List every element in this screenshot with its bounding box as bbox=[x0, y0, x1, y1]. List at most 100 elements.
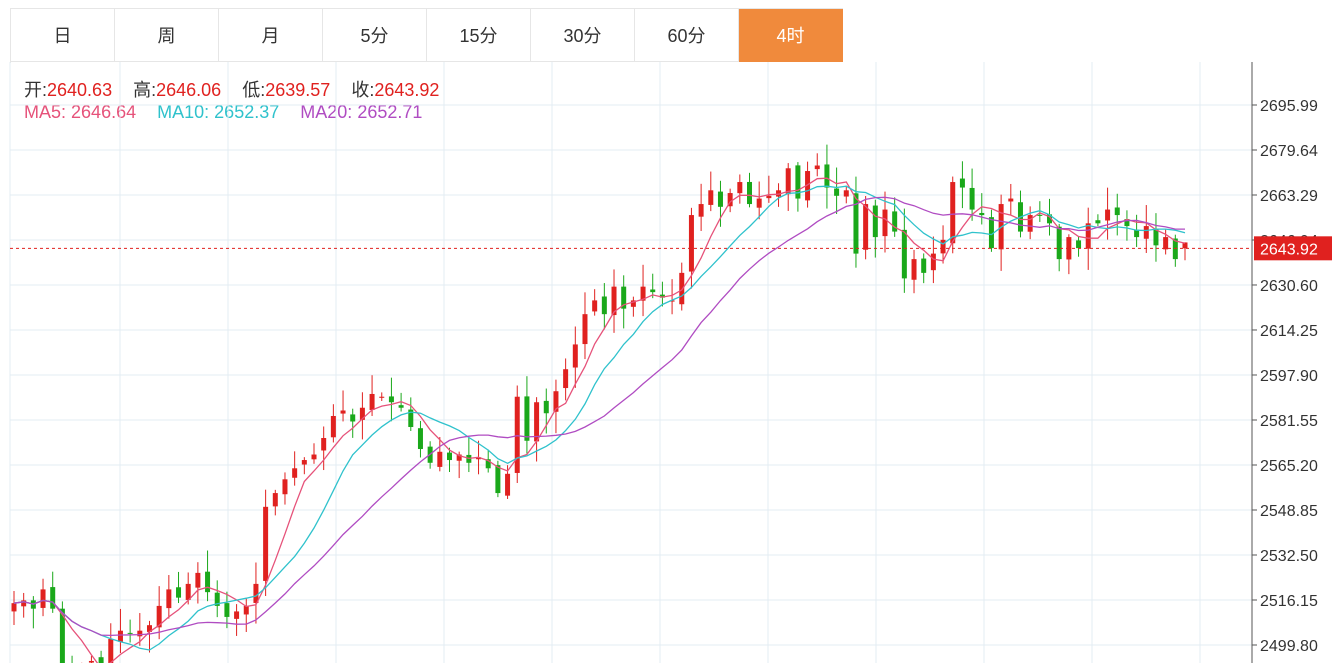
y-tick-label: 2663.29 bbox=[1260, 188, 1318, 205]
tab-2[interactable]: 月 bbox=[219, 9, 323, 62]
ohlc-readout: 开:2640.63 高:2646.06 低:2639.57 收:2643.92 bbox=[24, 76, 439, 102]
candle-body bbox=[243, 605, 249, 615]
ma20-label: MA20: bbox=[300, 102, 353, 122]
tab-5[interactable]: 30分 bbox=[531, 9, 635, 62]
tab-7[interactable]: 4时 bbox=[739, 9, 843, 62]
candle-body bbox=[224, 603, 230, 617]
y-tick-label: 2695.99 bbox=[1260, 98, 1318, 115]
y-tick-label: 2630.60 bbox=[1260, 278, 1318, 295]
candle-body bbox=[785, 168, 791, 195]
candle-body bbox=[901, 229, 907, 279]
candle-body bbox=[805, 171, 811, 201]
y-tick-label: 2565.20 bbox=[1260, 458, 1318, 475]
tab-0[interactable]: 日 bbox=[11, 9, 115, 62]
candle-body bbox=[872, 205, 878, 238]
candle-body bbox=[446, 452, 452, 461]
candle-body bbox=[630, 300, 636, 307]
candle-body bbox=[476, 457, 482, 460]
tab-1[interactable]: 周 bbox=[115, 9, 219, 62]
candle-body bbox=[534, 402, 540, 442]
low-value: 2639.57 bbox=[265, 80, 331, 100]
candle-body bbox=[1056, 226, 1062, 260]
candle-body bbox=[572, 344, 578, 368]
candle-body bbox=[417, 428, 423, 450]
close-value: 2643.92 bbox=[374, 80, 440, 100]
candle-body bbox=[1153, 229, 1159, 246]
y-tick-label: 2548.85 bbox=[1260, 503, 1318, 520]
candle-body bbox=[253, 583, 259, 603]
candle-body bbox=[1114, 207, 1120, 216]
candle-body bbox=[708, 190, 714, 205]
candle-body bbox=[485, 459, 491, 469]
y-tick-label: 2679.64 bbox=[1260, 143, 1318, 160]
y-tick-label: 2499.80 bbox=[1260, 638, 1318, 655]
ma10-label: MA10: bbox=[157, 102, 210, 122]
candle-body bbox=[979, 212, 985, 216]
candle-body bbox=[543, 400, 549, 414]
candle-body bbox=[1163, 237, 1169, 250]
candle-body bbox=[185, 583, 191, 600]
candle-body bbox=[930, 253, 936, 271]
candle-body bbox=[650, 289, 656, 293]
candle-body bbox=[921, 258, 927, 273]
candle-body bbox=[940, 239, 946, 254]
ma10-line bbox=[13, 185, 1186, 651]
tab-3[interactable]: 5分 bbox=[323, 9, 427, 62]
candle-body bbox=[582, 314, 588, 345]
candle-body bbox=[359, 407, 365, 420]
candle-body bbox=[611, 286, 617, 316]
low-label: 低: bbox=[242, 80, 266, 100]
last-price-label: 2643.92 bbox=[1260, 241, 1318, 258]
candle-body bbox=[679, 272, 685, 305]
candle-body bbox=[747, 181, 753, 205]
candle-body bbox=[911, 259, 917, 280]
y-tick-label: 2614.25 bbox=[1260, 323, 1318, 340]
high-label: 高: bbox=[133, 80, 157, 100]
candle-body bbox=[1105, 209, 1111, 221]
candle-body bbox=[98, 657, 104, 663]
candle-body bbox=[214, 592, 220, 606]
candle-body bbox=[321, 438, 327, 451]
candle-body bbox=[282, 479, 288, 495]
candle-body bbox=[776, 190, 782, 197]
last-price-badge bbox=[1254, 236, 1332, 261]
candle-body bbox=[176, 587, 182, 598]
candle-body bbox=[514, 396, 520, 473]
candle-body bbox=[263, 506, 269, 581]
candle-body bbox=[234, 611, 240, 619]
candle-body bbox=[766, 195, 772, 199]
candle-body bbox=[398, 405, 404, 408]
candle-body bbox=[379, 396, 385, 398]
candle-body bbox=[408, 409, 414, 428]
candle-body bbox=[388, 396, 394, 403]
y-tick-label: 2532.50 bbox=[1260, 548, 1318, 565]
timeframe-tabs: 日周月 5分 15分 30分 60分 4时 bbox=[10, 8, 843, 63]
candle-body bbox=[156, 605, 162, 628]
candle-body bbox=[795, 165, 801, 199]
candle-body bbox=[959, 178, 965, 188]
candle-body bbox=[834, 188, 840, 196]
candle-body bbox=[292, 468, 298, 478]
candle-body bbox=[563, 369, 569, 389]
candle-body bbox=[205, 571, 211, 593]
candle-body bbox=[853, 193, 859, 254]
candle-body bbox=[495, 465, 501, 494]
candle-body bbox=[1008, 198, 1014, 202]
candle-body bbox=[1143, 226, 1149, 239]
tab-4[interactable]: 15分 bbox=[427, 9, 531, 62]
y-tick-label: 2597.90 bbox=[1260, 368, 1318, 385]
candle-body bbox=[166, 589, 172, 609]
y-tick-label: 2581.55 bbox=[1260, 413, 1318, 430]
candle-body bbox=[1047, 214, 1053, 224]
candle-body bbox=[863, 204, 869, 250]
candle-body bbox=[301, 460, 307, 465]
candle-body bbox=[127, 632, 133, 634]
candle-body bbox=[621, 286, 627, 309]
candle-body bbox=[1124, 219, 1130, 227]
candle-body bbox=[659, 294, 665, 298]
candle-body bbox=[330, 415, 336, 438]
tab-6[interactable]: 60分 bbox=[635, 9, 739, 62]
candle-body bbox=[1095, 220, 1101, 224]
ma20-value: 2652.71 bbox=[357, 102, 423, 122]
